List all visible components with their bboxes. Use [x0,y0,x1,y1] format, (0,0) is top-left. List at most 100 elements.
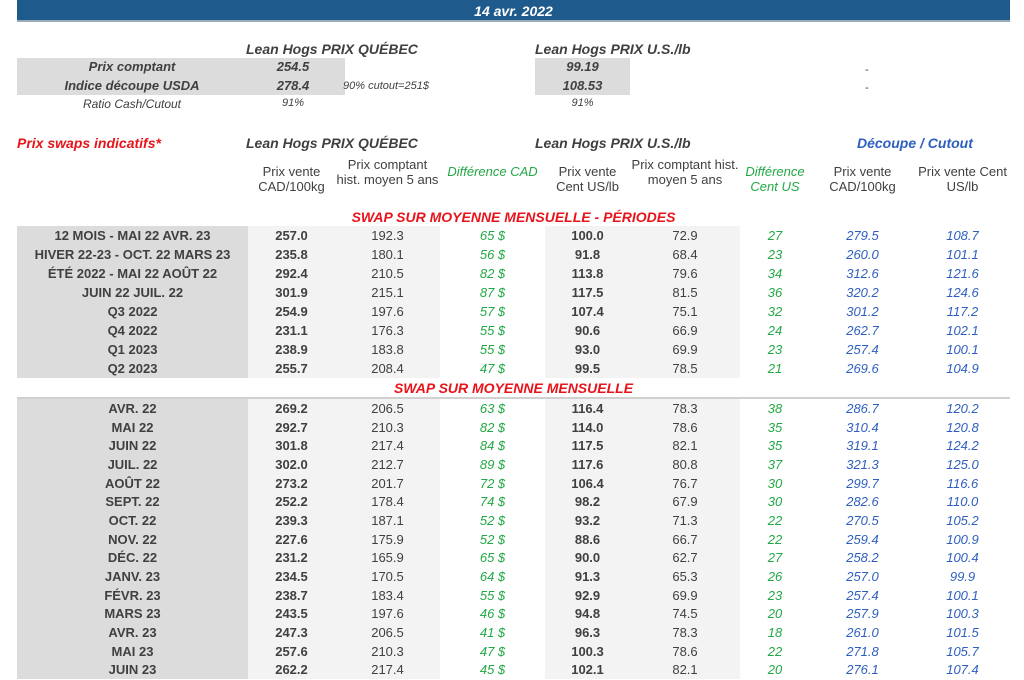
prix-hist-cad: 210.5 [335,264,440,283]
cutout-cad: 310.4 [846,419,879,435]
difference-cad: 45 $ [479,662,506,678]
difference-cad: 55 $ [479,587,506,603]
prix-vente-cad: 302.0 [248,455,335,474]
prix-vente-cad: 238.7 [248,585,335,605]
cutout-us: 120.8 [946,419,979,435]
prix-hist-cad: 206.5 [335,397,440,418]
cutout-cad: 321.3 [846,456,879,472]
prix-hist-us: 78.6 [630,417,740,437]
difference-us: 22 [767,512,783,528]
column-header: Prix vente CAD/100kg [258,164,325,194]
cutout-us: 100.1 [946,342,979,357]
cutout-us: 102.1 [946,323,979,338]
ratio-label: Ratio Cash/Cutout [82,97,182,111]
prix-hist-cad: 165.9 [335,548,440,568]
difference-us: 38 [740,397,810,418]
prix-hist-us: 78.3 [630,623,740,642]
prix-vente-us: 116.4 [545,397,630,418]
difference-us: 37 [767,456,783,472]
difference-us: 27 [767,550,783,566]
cutout-cad: 261.0 [846,625,879,641]
prix-vente-cad: 227.6 [248,529,335,549]
prix-hist-us: 69.9 [630,340,740,359]
row-label: MAI 23 [17,641,248,661]
us-cutout: 108.53 [562,78,603,93]
table-row: ÉTÉ 2022 - MAI 22 AOÛT 22 292.4 210.5 82 $ 1… [17,264,1010,283]
table-row: NOV. 22 227.6 175.9 52 $ 88.6 66.7 22 259.4 100.… [17,529,1010,549]
cutout-cad: 286.7 [810,397,915,418]
prix-vente-cad: 231.2 [248,548,335,568]
row-label: MARS 23 [17,604,248,624]
cutout-label: Indice découpe USDA [64,78,200,93]
dash-2: - [865,82,869,94]
prix-hist-cad: 192.3 [335,226,440,245]
prix-hist-us: 79.6 [630,264,740,283]
prix-hist-us: 68.4 [630,245,740,264]
row-label: AVR. 23 [17,623,248,642]
prix-vente-cad: 269.2 [248,397,335,418]
column-header: Prix vente Cent US/lb [556,164,619,194]
prix-hist-us: 71.3 [630,511,740,530]
difference-us: 22 [767,643,783,659]
prix-hist-us: 65.3 [630,567,740,586]
prix-hist-us: 78.3 [630,397,740,418]
prix-hist-cad: 187.1 [335,511,440,530]
prix-vente-us: 100.0 [545,226,630,245]
prix-vente-us: 91.3 [545,567,630,586]
difference-us: 23 [767,342,783,357]
row-label: Q1 2023 [17,340,248,359]
table-row: DÉC. 22 231.2 165.9 65 $ 90.0 62.7 27 258.2 100.… [17,548,1010,568]
prix-vente-us: 91.8 [545,245,630,264]
table-row: HIVER 22-23 - OCT. 22 MARS 23 235.8 180.1 5… [17,245,1010,264]
difference-cad: 56 $ [479,247,506,262]
prix-hist-cad: 197.6 [335,302,440,321]
prix-hist-cad: 183.4 [335,585,440,605]
column-header: Différence CAD [447,164,538,179]
prix-vente-us: 98.2 [545,492,630,512]
prix-vente-us: 117.5 [545,436,630,456]
cutout-us: 101.1 [946,247,979,262]
cutout-us: 108.7 [946,228,979,243]
cutout-us: 99.9 [949,569,976,585]
cutout-us: 100.4 [946,550,979,566]
us-ratio: 91% [571,97,594,109]
table-row: Q2 2023 255.7 208.4 47 $ 99.5 78.5 21 269.6 104.… [17,359,1010,378]
prix-vente-cad: 239.3 [248,511,335,530]
prix-vente-us: 92.9 [545,585,630,605]
quebec-title: Lean Hogs PRIX QUÉBEC [246,41,418,57]
cutout-us: 100.3 [946,606,979,622]
prix-vente-cad: 301.8 [248,436,335,456]
difference-cad: 55 $ [479,342,506,357]
prix-hist-cad: 178.4 [335,492,440,512]
cutout-us: 107.4 [946,662,979,678]
difference-cad: 65 $ [479,228,506,243]
table-row: FÉVR. 23 238.7 183.4 55 $ 92.9 69.9 23 257.4 100… [17,585,1010,605]
prix-hist-cad: 183.8 [335,340,440,359]
cutout-us: 124.6 [946,285,979,300]
cutout-cad: 312.6 [846,266,879,281]
section-title: SWAP SUR MOYENNE MENSUELLE [393,379,634,396]
cutout-cad: 262.7 [846,323,879,338]
prix-vente-cad: 257.0 [248,226,335,245]
prix-hist-cad: 176.3 [335,321,440,340]
difference-us: 23 [767,587,783,603]
cutout-cad: 257.0 [846,569,879,585]
prix-hist-us: 72.9 [630,226,740,245]
difference-us: 27 [767,228,783,243]
cutout-us: 110.0 [946,494,979,510]
difference-cad: 65 $ [479,550,506,566]
us-summary-box [535,58,630,95]
difference-cad: 64 $ [479,569,506,585]
prix-vente-us: 88.6 [545,529,630,549]
row-label: JANV. 23 [17,567,248,586]
prix-hist-cad: 170.5 [335,567,440,586]
prix-hist-us: 66.7 [630,529,740,549]
table-row: AVR. 23 247.3 206.5 41 $ 96.3 78.3 18 261.0 101.… [17,623,1010,642]
prix-hist-us: 82.1 [630,436,740,456]
difference-us: 35 [767,419,783,435]
difference-cad: 52 $ [479,531,506,547]
row-label: FÉVR. 23 [17,585,248,605]
prix-vente-cad: 235.8 [248,245,335,264]
cutout-cad: 258.2 [846,550,879,566]
table-row: SEPT. 22 252.2 178.4 74 $ 98.2 67.9 30 282.6 110… [17,492,1010,512]
